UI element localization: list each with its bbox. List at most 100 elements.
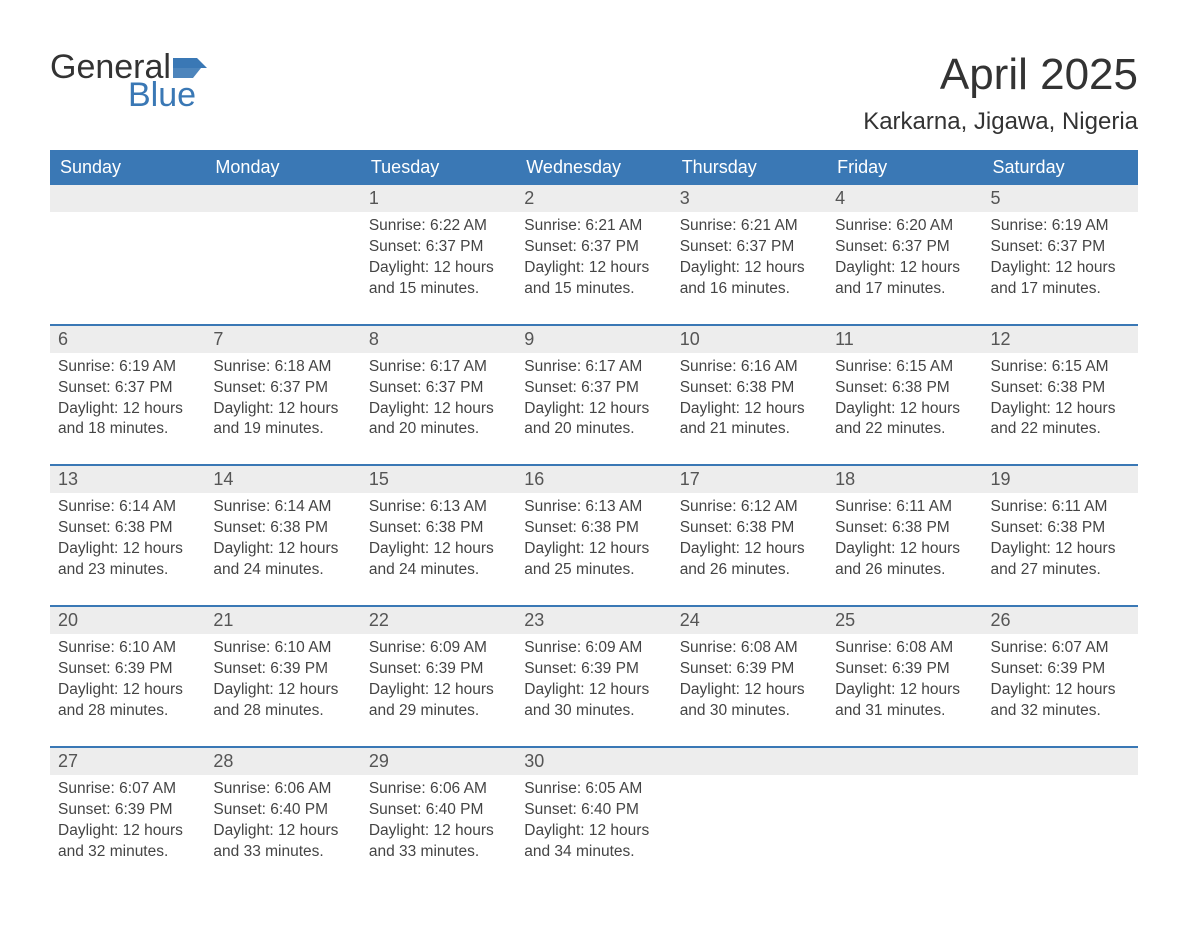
sunrise-line: Sunrise: 6:14 AM — [58, 497, 197, 518]
sunrise-line: Sunrise: 6:17 AM — [369, 357, 508, 378]
day-number: 24 — [672, 607, 827, 634]
day-number: 17 — [672, 466, 827, 493]
calendar-cell: 16Sunrise: 6:13 AMSunset: 6:38 PMDayligh… — [516, 465, 671, 606]
day-number: 30 — [516, 748, 671, 775]
day-number: 27 — [50, 748, 205, 775]
sunset-line: Sunset: 6:37 PM — [213, 378, 352, 399]
day-number: 26 — [983, 607, 1138, 634]
day-details: Sunrise: 6:16 AMSunset: 6:38 PMDaylight:… — [672, 353, 827, 465]
day-number: 3 — [672, 185, 827, 212]
sunrise-line: Sunrise: 6:07 AM — [58, 779, 197, 800]
daylight-line-1: Daylight: 12 hours — [680, 399, 819, 420]
logo-word-blue: Blue — [50, 78, 207, 112]
calendar-cell: 2Sunrise: 6:21 AMSunset: 6:37 PMDaylight… — [516, 185, 671, 325]
calendar-page: General Blue April 2025 Karkarna, Jigawa… — [0, 0, 1188, 926]
daylight-line-2: and 15 minutes. — [524, 279, 663, 300]
sunrise-line: Sunrise: 6:12 AM — [680, 497, 819, 518]
sunrise-line: Sunrise: 6:06 AM — [213, 779, 352, 800]
daylight-line-1: Daylight: 12 hours — [213, 680, 352, 701]
day-details: Sunrise: 6:13 AMSunset: 6:38 PMDaylight:… — [516, 493, 671, 605]
title-block: April 2025 Karkarna, Jigawa, Nigeria — [863, 50, 1138, 136]
sunrise-line: Sunrise: 6:05 AM — [524, 779, 663, 800]
daylight-line-1: Daylight: 12 hours — [213, 399, 352, 420]
daylight-line-2: and 22 minutes. — [991, 419, 1130, 440]
sunset-line: Sunset: 6:39 PM — [524, 659, 663, 680]
daylight-line-1: Daylight: 12 hours — [524, 399, 663, 420]
sunset-line: Sunset: 6:38 PM — [524, 518, 663, 539]
daylight-line-2: and 17 minutes. — [835, 279, 974, 300]
day-details: Sunrise: 6:17 AMSunset: 6:37 PMDaylight:… — [361, 353, 516, 465]
calendar-cell: 19Sunrise: 6:11 AMSunset: 6:38 PMDayligh… — [983, 465, 1138, 606]
day-number: 1 — [361, 185, 516, 212]
sunrise-line: Sunrise: 6:17 AM — [524, 357, 663, 378]
day-number: 4 — [827, 185, 982, 212]
month-title: April 2025 — [863, 50, 1138, 100]
daylight-line-2: and 20 minutes. — [369, 419, 508, 440]
calendar-cell: 24Sunrise: 6:08 AMSunset: 6:39 PMDayligh… — [672, 606, 827, 747]
day-details: Sunrise: 6:17 AMSunset: 6:37 PMDaylight:… — [516, 353, 671, 465]
daylight-line-1: Daylight: 12 hours — [680, 680, 819, 701]
day-details — [983, 775, 1138, 885]
calendar-cell — [205, 185, 360, 325]
calendar-cell: 25Sunrise: 6:08 AMSunset: 6:39 PMDayligh… — [827, 606, 982, 747]
day-details — [672, 775, 827, 885]
day-details — [50, 212, 205, 322]
sunrise-line: Sunrise: 6:10 AM — [58, 638, 197, 659]
sunrise-line: Sunrise: 6:21 AM — [680, 216, 819, 237]
calendar-cell: 17Sunrise: 6:12 AMSunset: 6:38 PMDayligh… — [672, 465, 827, 606]
daylight-line-2: and 16 minutes. — [680, 279, 819, 300]
day-details: Sunrise: 6:06 AMSunset: 6:40 PMDaylight:… — [205, 775, 360, 887]
sunset-line: Sunset: 6:37 PM — [524, 378, 663, 399]
sunrise-line: Sunrise: 6:09 AM — [524, 638, 663, 659]
sunrise-line: Sunrise: 6:18 AM — [213, 357, 352, 378]
weekday-header: Tuesday — [361, 150, 516, 185]
sunset-line: Sunset: 6:37 PM — [369, 237, 508, 258]
sunset-line: Sunset: 6:38 PM — [835, 378, 974, 399]
day-details: Sunrise: 6:14 AMSunset: 6:38 PMDaylight:… — [205, 493, 360, 605]
day-details: Sunrise: 6:07 AMSunset: 6:39 PMDaylight:… — [983, 634, 1138, 746]
sunrise-line: Sunrise: 6:06 AM — [369, 779, 508, 800]
daylight-line-2: and 30 minutes. — [680, 701, 819, 722]
logo: General Blue — [50, 50, 207, 112]
sunrise-line: Sunrise: 6:11 AM — [835, 497, 974, 518]
sunset-line: Sunset: 6:39 PM — [991, 659, 1130, 680]
sunset-line: Sunset: 6:40 PM — [213, 800, 352, 821]
daylight-line-2: and 24 minutes. — [213, 560, 352, 581]
calendar-cell: 1Sunrise: 6:22 AMSunset: 6:37 PMDaylight… — [361, 185, 516, 325]
daylight-line-2: and 32 minutes. — [991, 701, 1130, 722]
sunset-line: Sunset: 6:38 PM — [680, 518, 819, 539]
day-details: Sunrise: 6:08 AMSunset: 6:39 PMDaylight:… — [827, 634, 982, 746]
day-number: 13 — [50, 466, 205, 493]
calendar-cell: 23Sunrise: 6:09 AMSunset: 6:39 PMDayligh… — [516, 606, 671, 747]
day-number: 5 — [983, 185, 1138, 212]
calendar-cell: 26Sunrise: 6:07 AMSunset: 6:39 PMDayligh… — [983, 606, 1138, 747]
day-details — [205, 212, 360, 322]
calendar-cell: 21Sunrise: 6:10 AMSunset: 6:39 PMDayligh… — [205, 606, 360, 747]
calendar-week-row: 20Sunrise: 6:10 AMSunset: 6:39 PMDayligh… — [50, 606, 1138, 747]
daylight-line-1: Daylight: 12 hours — [58, 399, 197, 420]
day-details: Sunrise: 6:09 AMSunset: 6:39 PMDaylight:… — [361, 634, 516, 746]
daylight-line-2: and 21 minutes. — [680, 419, 819, 440]
calendar-cell: 27Sunrise: 6:07 AMSunset: 6:39 PMDayligh… — [50, 747, 205, 887]
day-details: Sunrise: 6:09 AMSunset: 6:39 PMDaylight:… — [516, 634, 671, 746]
calendar-cell: 5Sunrise: 6:19 AMSunset: 6:37 PMDaylight… — [983, 185, 1138, 325]
day-number: 10 — [672, 326, 827, 353]
sunrise-line: Sunrise: 6:13 AM — [369, 497, 508, 518]
day-details: Sunrise: 6:14 AMSunset: 6:38 PMDaylight:… — [50, 493, 205, 605]
day-details: Sunrise: 6:12 AMSunset: 6:38 PMDaylight:… — [672, 493, 827, 605]
daylight-line-1: Daylight: 12 hours — [369, 680, 508, 701]
sunrise-line: Sunrise: 6:16 AM — [680, 357, 819, 378]
sunset-line: Sunset: 6:38 PM — [680, 378, 819, 399]
daylight-line-1: Daylight: 12 hours — [835, 680, 974, 701]
calendar-cell: 18Sunrise: 6:11 AMSunset: 6:38 PMDayligh… — [827, 465, 982, 606]
sunrise-line: Sunrise: 6:11 AM — [991, 497, 1130, 518]
calendar-header-row: SundayMondayTuesdayWednesdayThursdayFrid… — [50, 150, 1138, 185]
day-details: Sunrise: 6:18 AMSunset: 6:37 PMDaylight:… — [205, 353, 360, 465]
day-number — [672, 748, 827, 775]
sunset-line: Sunset: 6:39 PM — [58, 659, 197, 680]
daylight-line-1: Daylight: 12 hours — [369, 258, 508, 279]
daylight-line-2: and 26 minutes. — [680, 560, 819, 581]
daylight-line-1: Daylight: 12 hours — [524, 680, 663, 701]
day-number: 22 — [361, 607, 516, 634]
day-number: 15 — [361, 466, 516, 493]
